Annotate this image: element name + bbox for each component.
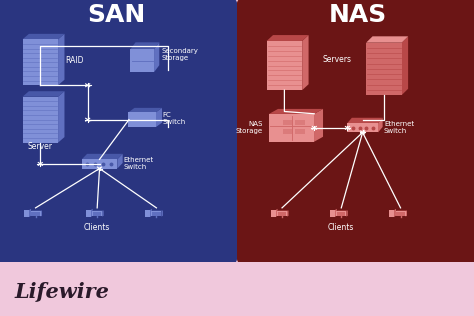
Polygon shape [102,210,104,216]
Polygon shape [40,210,42,216]
FancyBboxPatch shape [152,211,161,216]
Polygon shape [82,154,123,159]
FancyBboxPatch shape [295,129,305,134]
Polygon shape [394,209,396,217]
FancyBboxPatch shape [93,212,101,216]
FancyBboxPatch shape [23,97,58,143]
Polygon shape [378,118,383,132]
Text: FC
Switch: FC Switch [162,112,185,125]
FancyBboxPatch shape [0,0,237,264]
FancyBboxPatch shape [283,120,292,125]
Polygon shape [366,36,408,43]
FancyBboxPatch shape [30,211,40,216]
FancyBboxPatch shape [347,123,378,132]
Polygon shape [23,91,64,97]
Polygon shape [58,34,64,85]
Text: Secondary
Storage: Secondary Storage [161,48,198,61]
FancyBboxPatch shape [23,40,58,85]
FancyBboxPatch shape [130,49,154,72]
FancyBboxPatch shape [295,120,305,125]
Polygon shape [154,42,159,72]
Polygon shape [406,210,407,216]
Text: NAS
Storage: NAS Storage [236,121,263,134]
Text: Lifewire: Lifewire [14,282,109,302]
Polygon shape [402,36,408,95]
Polygon shape [118,154,123,168]
Text: Clients: Clients [328,223,355,232]
Text: Ethernet
Switch: Ethernet Switch [384,121,414,134]
Polygon shape [58,91,64,143]
Polygon shape [269,109,323,114]
Polygon shape [161,210,163,216]
Polygon shape [347,118,383,123]
FancyBboxPatch shape [395,211,406,216]
Polygon shape [302,35,309,90]
Text: Server: Server [28,143,53,151]
Polygon shape [128,108,162,112]
Text: NAS: NAS [329,3,387,27]
Polygon shape [287,210,289,216]
FancyBboxPatch shape [152,212,161,216]
Polygon shape [152,210,163,211]
FancyBboxPatch shape [337,211,346,216]
FancyBboxPatch shape [277,211,287,216]
FancyBboxPatch shape [92,211,102,216]
FancyBboxPatch shape [82,159,118,168]
Polygon shape [156,108,162,127]
Text: RAID: RAID [65,56,84,65]
Polygon shape [29,209,31,217]
Polygon shape [23,34,64,40]
Text: Servers: Servers [322,55,351,64]
Text: SAN: SAN [87,3,145,27]
Polygon shape [275,209,278,217]
Polygon shape [337,210,348,211]
Polygon shape [130,42,159,49]
FancyBboxPatch shape [330,210,335,217]
Polygon shape [91,209,93,217]
FancyBboxPatch shape [269,114,314,142]
FancyBboxPatch shape [396,212,405,216]
FancyBboxPatch shape [267,41,302,90]
Text: Ethernet
Switch: Ethernet Switch [123,157,154,170]
FancyBboxPatch shape [237,0,474,264]
Polygon shape [346,210,348,216]
Polygon shape [335,209,337,217]
FancyBboxPatch shape [24,210,29,217]
FancyBboxPatch shape [337,212,346,216]
Polygon shape [395,210,407,211]
FancyBboxPatch shape [128,112,156,127]
FancyBboxPatch shape [283,129,292,134]
Polygon shape [30,210,42,211]
Polygon shape [92,210,104,211]
FancyBboxPatch shape [389,210,394,217]
Polygon shape [150,209,152,217]
Polygon shape [277,210,289,211]
Polygon shape [314,109,323,142]
FancyBboxPatch shape [31,212,40,216]
FancyBboxPatch shape [366,43,402,95]
FancyBboxPatch shape [278,212,286,216]
FancyBboxPatch shape [145,210,150,217]
FancyBboxPatch shape [271,210,275,217]
Text: Clients: Clients [84,223,110,232]
Polygon shape [267,35,309,41]
FancyBboxPatch shape [86,210,91,217]
